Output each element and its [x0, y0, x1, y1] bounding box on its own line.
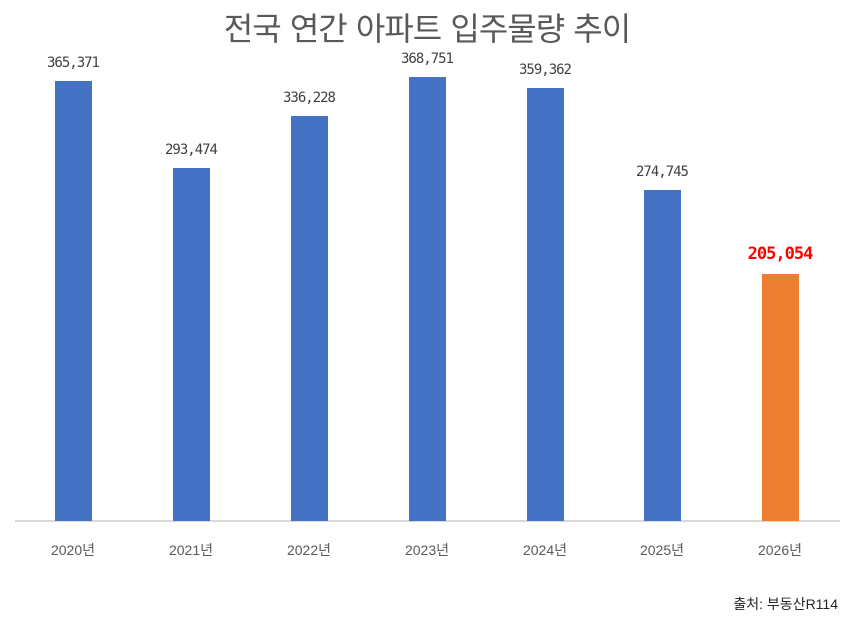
bar-2023년: [409, 77, 446, 521]
value-label: 205,054: [747, 244, 814, 264]
value-label: 365,371: [46, 55, 100, 71]
x-tick-label: 2026년: [757, 542, 803, 558]
x-tick-label: 2024년: [522, 542, 568, 558]
bar-2026년: [762, 274, 799, 521]
bar-2021년: [173, 168, 210, 521]
bar-2020년: [55, 81, 92, 521]
x-tick-label: 2025년: [639, 542, 685, 558]
bar-2025년: [644, 190, 681, 521]
x-tick-label: 2020년: [50, 542, 96, 558]
value-label: 336,228: [282, 90, 336, 106]
value-label: 359,362: [518, 62, 572, 78]
x-tick-label: 2023년: [404, 542, 450, 558]
x-tick-label: 2021년: [168, 542, 214, 558]
x-tick-label: 2022년: [286, 542, 332, 558]
chart-title: 전국 연간 아파트 입주물량 추이: [223, 10, 631, 48]
x-axis-line: [15, 520, 840, 522]
source-note: 출처: 부동산R114: [733, 596, 838, 612]
bar-2022년: [291, 116, 328, 521]
value-label: 293,474: [164, 142, 218, 158]
bar-2024년: [527, 88, 564, 521]
value-label: 368,751: [400, 51, 454, 67]
value-label: 274,745: [635, 164, 689, 180]
